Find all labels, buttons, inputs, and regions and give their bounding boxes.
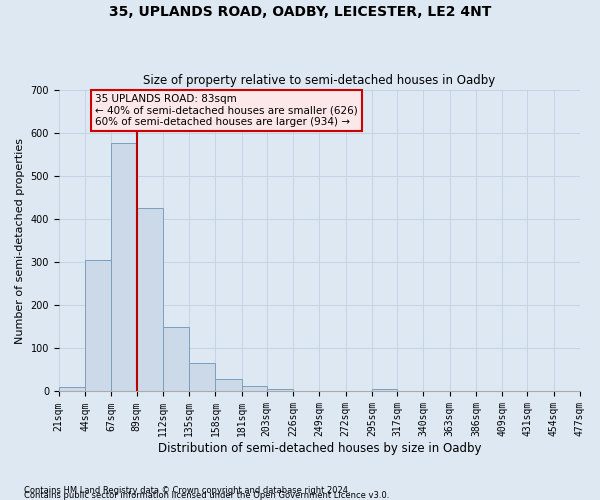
Bar: [59, 387, 85, 392]
Title: Size of property relative to semi-detached houses in Oadby: Size of property relative to semi-detach…: [143, 74, 496, 87]
Text: 35, UPLANDS ROAD, OADBY, LEICESTER, LE2 4NT: 35, UPLANDS ROAD, OADBY, LEICESTER, LE2 …: [109, 5, 491, 19]
Text: Contains public sector information licensed under the Open Government Licence v3: Contains public sector information licen…: [24, 491, 389, 500]
Bar: [215, 380, 242, 392]
Bar: [85, 260, 112, 392]
Bar: [112, 144, 137, 392]
X-axis label: Distribution of semi-detached houses by size in Oadby: Distribution of semi-detached houses by …: [158, 442, 481, 455]
Y-axis label: Number of semi-detached properties: Number of semi-detached properties: [15, 138, 25, 344]
Bar: [372, 390, 397, 392]
Text: Contains HM Land Registry data © Crown copyright and database right 2024.: Contains HM Land Registry data © Crown c…: [24, 486, 350, 495]
Bar: [242, 386, 267, 392]
Bar: [163, 327, 189, 392]
Bar: [267, 390, 293, 392]
Bar: [137, 208, 163, 392]
Text: 35 UPLANDS ROAD: 83sqm
← 40% of semi-detached houses are smaller (626)
60% of se: 35 UPLANDS ROAD: 83sqm ← 40% of semi-det…: [95, 94, 358, 128]
Bar: [189, 364, 215, 392]
